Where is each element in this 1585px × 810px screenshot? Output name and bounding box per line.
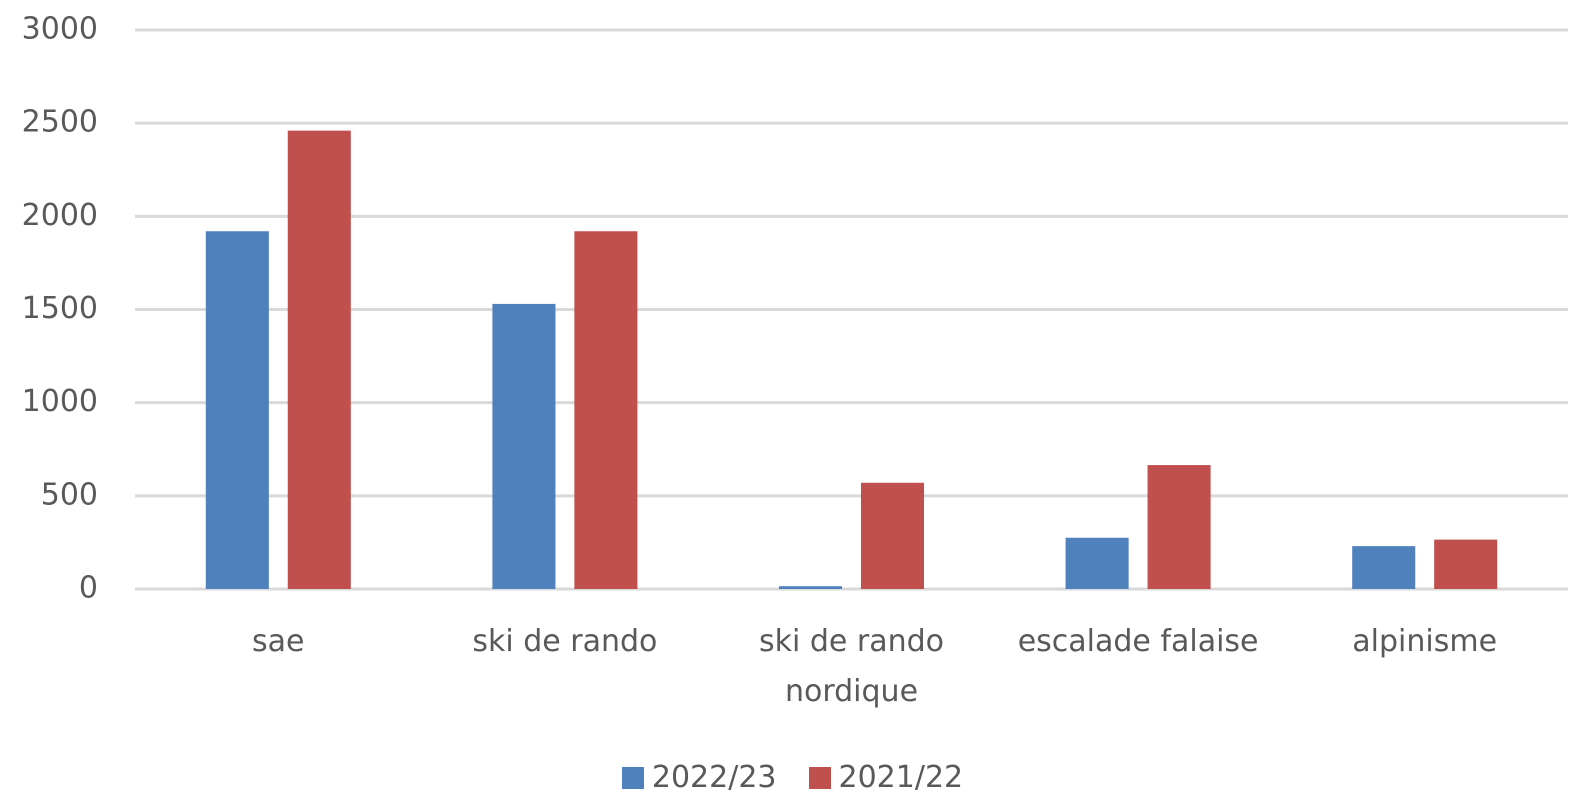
x-tick-label: sae bbox=[252, 624, 305, 659]
x-tick-label: ski de rando nordique bbox=[758, 624, 945, 709]
legend-swatch bbox=[808, 766, 831, 789]
bar bbox=[778, 586, 843, 589]
x-tick-label: alpinisme bbox=[1352, 624, 1498, 659]
y-tick-label: 1000 bbox=[22, 384, 98, 419]
bar bbox=[1065, 537, 1129, 589]
legend-item: 2021/22 bbox=[808, 760, 964, 795]
y-tick-label: 0 bbox=[79, 571, 98, 606]
x-tick-label: escalade falaise bbox=[1017, 624, 1259, 659]
y-tick-label: 2000 bbox=[22, 198, 98, 233]
y-tick-label: 3000 bbox=[22, 12, 98, 47]
legend-item: 2022/23 bbox=[621, 760, 777, 795]
y-tick-label: 500 bbox=[41, 477, 98, 512]
legend-swatch bbox=[621, 766, 644, 789]
y-tick-label: 2500 bbox=[22, 105, 98, 140]
legend-label: 2022/23 bbox=[651, 760, 777, 795]
bar bbox=[1147, 465, 1211, 589]
x-tick-label: ski de rando bbox=[472, 624, 658, 659]
bar bbox=[1352, 546, 1416, 589]
bar bbox=[492, 303, 556, 589]
bar bbox=[860, 482, 925, 589]
bar bbox=[205, 231, 269, 590]
bar bbox=[287, 130, 351, 589]
bar bbox=[574, 231, 638, 590]
bar bbox=[1434, 539, 1498, 589]
legend: 2022/23 2021/22 bbox=[0, 760, 1585, 797]
legend-label: 2021/22 bbox=[838, 760, 964, 795]
y-tick-label: 1500 bbox=[22, 291, 98, 326]
